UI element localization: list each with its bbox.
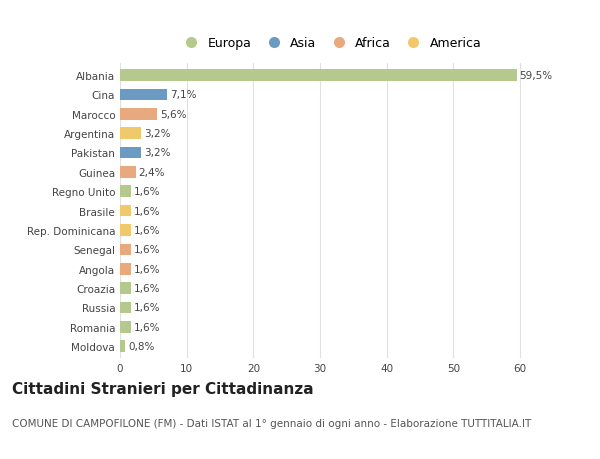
Text: 7,1%: 7,1%	[170, 90, 197, 100]
Text: 1,6%: 1,6%	[133, 187, 160, 197]
Text: COMUNE DI CAMPOFILONE (FM) - Dati ISTAT al 1° gennaio di ogni anno - Elaborazion: COMUNE DI CAMPOFILONE (FM) - Dati ISTAT …	[12, 418, 531, 428]
Bar	[120, 205, 131, 217]
Text: 1,6%: 1,6%	[133, 303, 160, 313]
Bar	[120, 244, 131, 256]
Text: 1,6%: 1,6%	[133, 322, 160, 332]
Bar	[120, 321, 131, 333]
Bar	[120, 90, 167, 101]
Bar	[120, 263, 131, 275]
Text: 0,8%: 0,8%	[128, 341, 154, 352]
Bar	[120, 302, 131, 313]
Bar	[120, 70, 517, 82]
Bar	[120, 186, 131, 198]
Text: 59,5%: 59,5%	[520, 71, 553, 81]
Text: 1,6%: 1,6%	[133, 206, 160, 216]
Text: Cittadini Stranieri per Cittadinanza: Cittadini Stranieri per Cittadinanza	[12, 381, 314, 396]
Text: 3,2%: 3,2%	[144, 129, 170, 139]
Text: 2,4%: 2,4%	[139, 168, 165, 178]
Text: 1,6%: 1,6%	[133, 284, 160, 293]
Text: 1,6%: 1,6%	[133, 264, 160, 274]
Bar	[120, 341, 125, 352]
Text: 1,6%: 1,6%	[133, 245, 160, 255]
Bar	[120, 224, 131, 236]
Bar	[120, 283, 131, 294]
Bar	[120, 128, 142, 140]
Text: 1,6%: 1,6%	[133, 225, 160, 235]
Bar	[120, 147, 142, 159]
Text: 5,6%: 5,6%	[160, 110, 187, 119]
Bar	[120, 109, 157, 120]
Text: 3,2%: 3,2%	[144, 148, 170, 158]
Bar	[120, 167, 136, 178]
Legend: Europa, Asia, Africa, America: Europa, Asia, Africa, America	[173, 32, 487, 55]
